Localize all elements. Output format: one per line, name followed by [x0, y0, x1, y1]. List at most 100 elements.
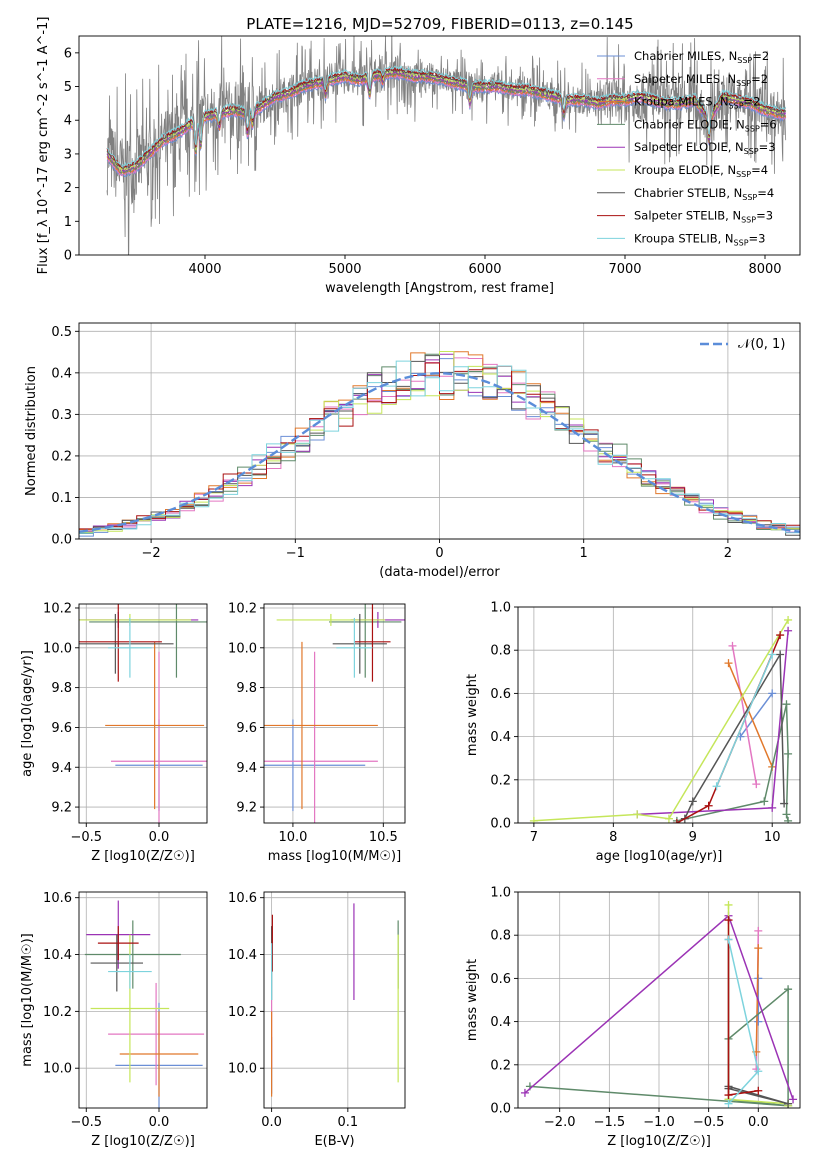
legend-label: Salpeter STELIB, N [634, 209, 741, 223]
point-marker [754, 1017, 763, 1026]
legend-value: =6 [760, 117, 777, 131]
legend-subscript: SSP [737, 56, 752, 65]
point-marker [784, 749, 793, 758]
x-tick-label: 1 [580, 546, 588, 561]
y-tick-label: 10.4 [43, 948, 72, 963]
x-tick-label: 4000 [188, 262, 221, 277]
x-axis-label: age [log10(age/yr)] [596, 849, 723, 864]
point-marker [728, 641, 737, 650]
age-vs-mass-panel: 10.0 10.5 9.2 9.4 9.6 9.8 10.0 10.2 mass [log10(… [228, 601, 406, 864]
legend-entry: Salpeter ELODIE, NSSP=3 [634, 140, 776, 156]
y-tick-label: 0.0 [490, 817, 511, 832]
y-tick-label: 1 [64, 215, 72, 230]
mass-vs-Z-axes: −0.5 0.0 10.0 10.2 10.4 10.6 Z [log10(Z/Z☉)] ma… [20, 891, 208, 1149]
age-vs-mass-axes: 10.0 10.5 9.2 9.4 9.6 9.8 10.0 10.2 mass [log10(… [228, 601, 406, 864]
x-tick-label: 10.5 [369, 830, 398, 845]
age-vs-Z-frame [78, 603, 208, 824]
point-marker [664, 814, 673, 823]
x-tick-label: 0.1 [337, 1115, 358, 1130]
y-tick-label: 4 [64, 114, 72, 129]
y-tick-label: 0.2 [51, 449, 72, 464]
y-tick-label: 10.0 [228, 641, 257, 656]
y-tick-label: 9.4 [51, 761, 72, 776]
y-tick-label: 0.0 [490, 1102, 511, 1117]
point-marker [754, 1067, 763, 1076]
residual-histogram-axes: −2 −1 0 1 2 0.0 0.1 0.2 0.3 0.4 0.5 (data-model)/er… [24, 322, 801, 580]
mass-weight-line [684, 651, 785, 820]
x-tick-label: −0.5 [70, 830, 102, 845]
y-tick-label: 3 [64, 147, 72, 162]
mass-weight-line [715, 654, 773, 787]
age-vs-mass-plot-area [264, 604, 405, 823]
legend-entry: Chabrier MILES, NSSP=2 [634, 49, 769, 65]
y-axis-label: Flux [f_λ 10^-17 erg cm^-2 s^-1 A^-1] [36, 17, 51, 275]
residual-histogram-plot-area [79, 351, 800, 539]
point-marker [784, 615, 793, 624]
legend-entry: Salpeter MILES, NSSP=2 [634, 72, 768, 88]
legend-subscript: SSP [734, 238, 749, 247]
x-tick-label: 6000 [468, 262, 501, 277]
figure-title: PLATE=1216, MJD=52709, FIBERID=0113, z=0… [246, 15, 633, 33]
legend-subscript: SSP [744, 147, 759, 156]
y-tick-label: 0.5 [51, 325, 72, 340]
x-tick-label: −2.0 [544, 1115, 576, 1130]
legend-value: =3 [749, 231, 766, 245]
point-marker [754, 1086, 763, 1095]
legend-value: =4 [757, 186, 774, 200]
point-marker [768, 650, 777, 659]
point-marker [754, 926, 763, 935]
age-vs-Z-plot-area [79, 604, 207, 823]
point-marker [760, 797, 769, 806]
x-tick-label: −1.0 [643, 1115, 675, 1130]
x-tick-label: 7000 [608, 262, 641, 277]
y-tick-label: 0.2 [490, 773, 511, 788]
y-tick-label: 0.0 [51, 533, 72, 548]
legend-label: Salpeter MILES, N [634, 72, 736, 86]
point-marker [782, 810, 791, 819]
y-tick-label: 0.4 [490, 730, 511, 745]
point-marker [752, 780, 761, 789]
x-tick-label: 9 [689, 830, 697, 845]
age-vs-Z-panel: −0.5 0.0 9.2 9.4 9.6 9.8 10.0 10.2 Z [log10(Z/Z☉… [20, 601, 208, 864]
legend-label: Kroupa STELIB, N [634, 231, 734, 245]
point-marker [672, 819, 681, 823]
y-tick-label: 10.2 [43, 1005, 72, 1020]
mass-weight-vs-age-panel: 7 8 9 10 0.0 0.2 0.4 0.6 0.8 1.0 age [log10(age/yr… [465, 601, 801, 864]
spectrum-panel: 4000 5000 6000 7000 8000 0 1 2 3 4 5 6 wavelength [A… [36, 17, 801, 296]
mass-vs-EBV-frame [263, 891, 406, 1109]
y-tick-label: 10.2 [228, 601, 257, 616]
x-axis-label: mass [log10(M/M☉)] [268, 849, 401, 864]
legend-entry: 𝒩(0, 1) [738, 337, 785, 352]
mass-weight-vs-Z-panel: −2.0 −1.5 −1.0 −0.5 0.0 0.0 0.2 0.4 0.6 0.8 1.0 Z [… [465, 886, 801, 1149]
point-marker [712, 782, 721, 791]
legend-entry: Kroupa MILES, NSSP=2 [634, 95, 760, 111]
legend-label: Salpeter ELODIE, N [634, 140, 744, 154]
mass-weight-line [739, 692, 773, 738]
point-marker [780, 799, 789, 808]
point-marker [724, 1091, 733, 1100]
y-tick-label: 10.2 [228, 1005, 257, 1020]
y-axis-label: mass weight [465, 674, 480, 756]
spectrum-frame [78, 35, 801, 256]
legend-label: Chabrier STELIB, N [634, 186, 742, 200]
point-marker [688, 797, 697, 806]
y-tick-label: 0.8 [490, 644, 511, 659]
y-tick-label: 2 [64, 181, 72, 196]
legend-subscript: SSP [741, 216, 756, 225]
point-marker [784, 985, 793, 994]
residual-histogram-panel: −2 −1 0 1 2 0.0 0.1 0.2 0.3 0.4 0.5 (data-model)/er… [24, 322, 801, 580]
y-tick-label: 5 [64, 80, 72, 95]
age-vs-Z-axes: −0.5 0.0 9.2 9.4 9.6 9.8 10.0 10.2 Z [log10(Z/Z☉… [20, 601, 208, 864]
x-tick-label: 8 [609, 830, 617, 845]
point-marker [784, 1099, 793, 1108]
y-tick-label: 0.2 [490, 1058, 511, 1073]
x-axis-label: wavelength [Angstrom, rest frame] [325, 281, 554, 296]
y-tick-label: 0.1 [51, 491, 72, 506]
point-marker [789, 1095, 798, 1104]
mass-weight-vs-Z-axes: −2.0 −1.5 −1.0 −0.5 0.0 0.0 0.2 0.4 0.6 0.8 1.0 Z [… [465, 886, 801, 1149]
point-marker [724, 659, 733, 668]
age-vs-Z-grid [79, 604, 207, 823]
legend-value: =2 [752, 49, 769, 63]
point-marker [724, 935, 733, 944]
